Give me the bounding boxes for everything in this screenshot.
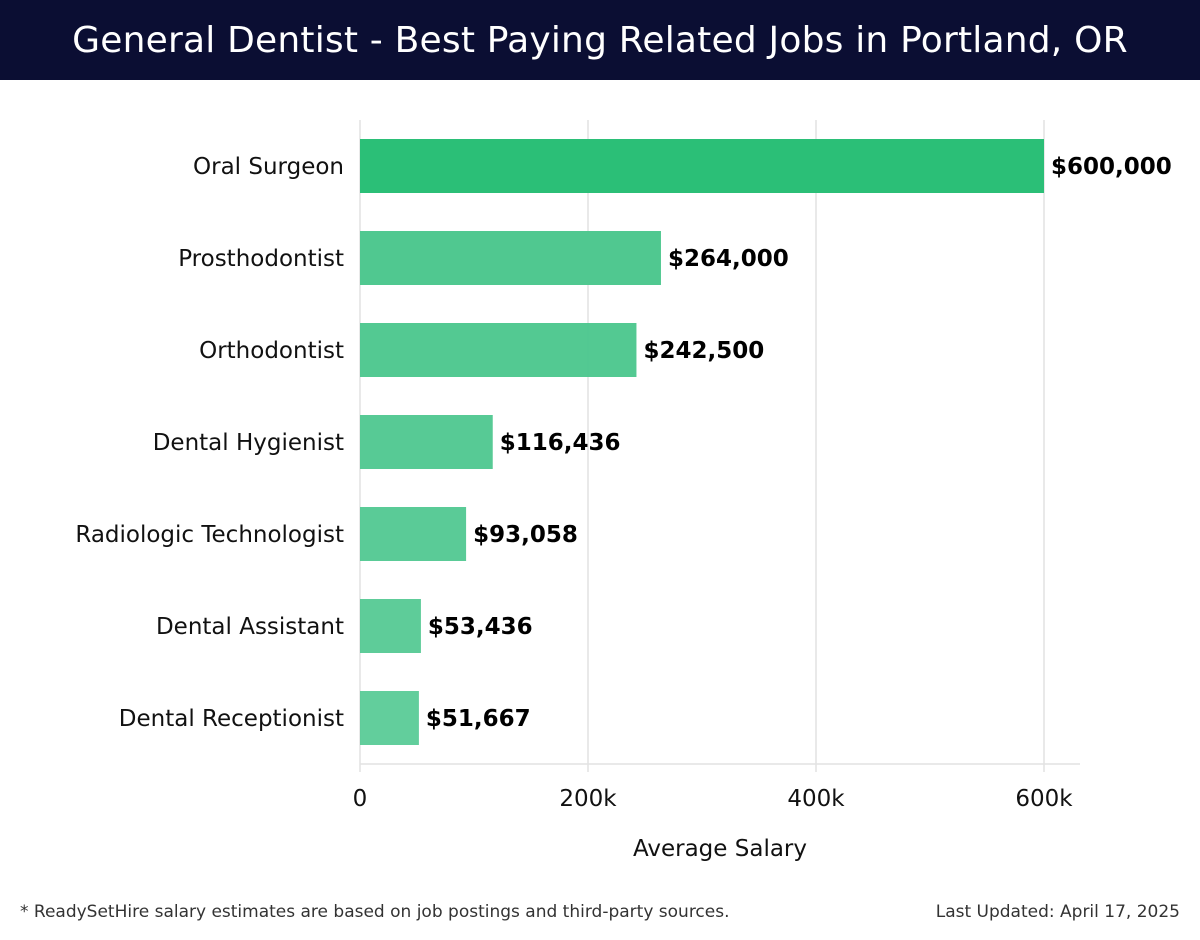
value-label: $264,000 [668,246,789,272]
value-label: $51,667 [426,706,531,732]
chart-header: General Dentist - Best Paying Related Jo… [0,0,1200,80]
value-label: $93,058 [473,522,578,548]
x-tick-label: 0 [353,786,368,812]
value-label: $53,436 [428,614,533,640]
category-label: Dental Assistant [156,614,344,640]
x-axis-title: Average Salary [633,836,807,862]
category-label: Orthodontist [199,338,344,364]
bar-dental-hygienist [360,415,493,469]
x-tick-label: 400k [787,786,845,812]
x-tick-label: 600k [1015,786,1073,812]
bar-radiologic-technologist [360,507,467,561]
bar-dental-receptionist [360,691,419,745]
category-label: Prosthodontist [178,246,344,272]
bar-oral-surgeon [360,139,1044,193]
footnote: * ReadySetHire salary estimates are base… [20,902,730,922]
category-label: Dental Hygienist [153,430,344,456]
bar-orthodontist [360,323,637,377]
value-label: $600,000 [1051,154,1172,180]
value-label: $116,436 [500,430,621,456]
bar-dental-assistant [360,599,421,653]
bar-prosthodontist [360,231,661,285]
category-label: Oral Surgeon [193,154,344,180]
category-label: Dental Receptionist [119,706,344,732]
salary-bar-chart: Oral Surgeon $600,000 Prosthodontist $264,0… [75,120,1172,862]
value-label: $242,500 [643,338,764,364]
category-label: Radiologic Technologist [75,522,344,548]
chart-title: General Dentist - Best Paying Related Jo… [72,19,1128,61]
x-tick-label: 200k [559,786,617,812]
last-updated: Last Updated: April 17, 2025 [935,902,1180,922]
